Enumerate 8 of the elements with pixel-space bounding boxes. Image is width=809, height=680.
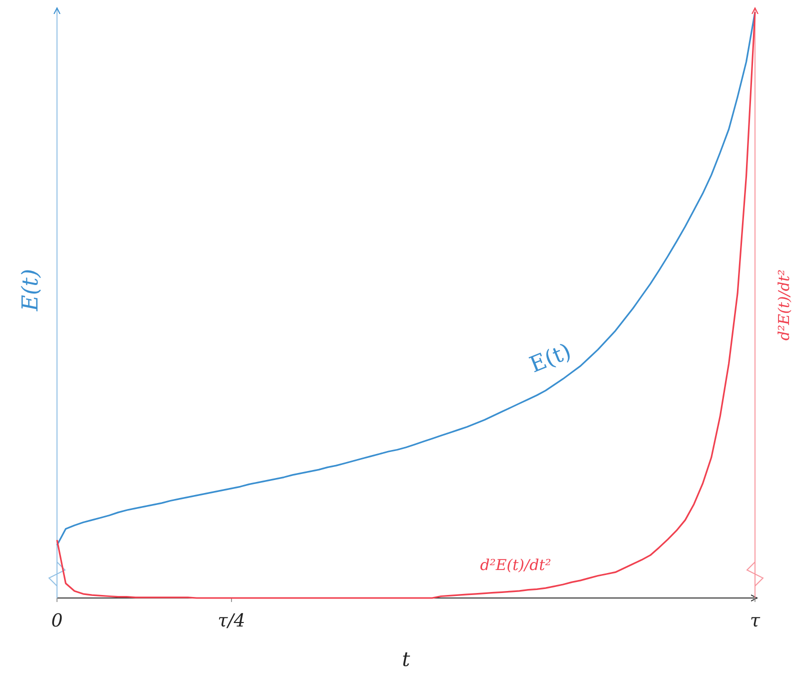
y2-axis-title: d²E(t)/dt² <box>774 270 793 340</box>
y-axis-title: E(t) <box>18 268 44 312</box>
x-tick-label: τ/4 <box>218 610 246 632</box>
x-tick-label: τ <box>750 610 762 632</box>
series-label: d²E(t)/dt² <box>480 556 552 574</box>
x-axis-title: t <box>402 647 411 671</box>
text: E(t) <box>526 339 575 378</box>
x-tick-label: 0 <box>51 610 63 632</box>
